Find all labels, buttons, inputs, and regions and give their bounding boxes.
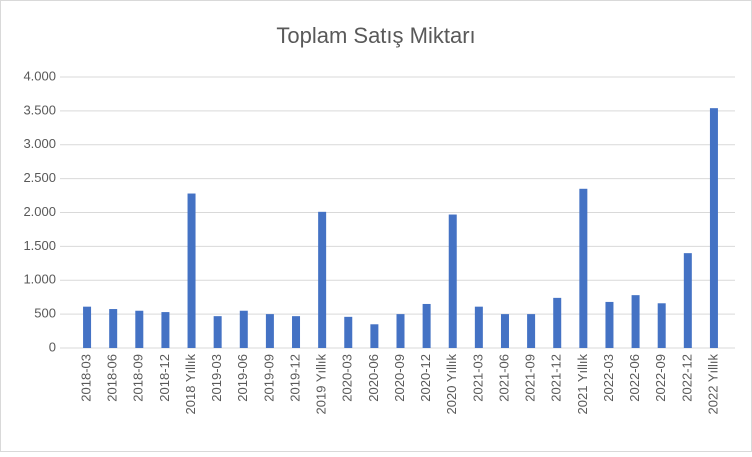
bar [709,108,718,348]
bar [422,303,431,348]
bar [605,301,614,348]
bar [187,193,196,348]
bar [239,310,248,348]
y-tick-label: 3.000 [23,136,56,151]
bar [500,314,509,348]
x-tick-label: 2022-06 [627,354,642,402]
x-tick-label: 2019-03 [209,354,224,402]
x-tick-label: 2021-03 [470,354,485,402]
bar [344,316,353,348]
bar [292,316,301,348]
y-tick-label: 1.000 [23,272,56,287]
x-tick-label: 2018-12 [157,354,172,402]
x-tick-label: 2022-09 [653,354,668,402]
x-tick-label: 2018-03 [78,354,93,402]
bar [135,310,144,348]
bar [683,253,692,348]
x-tick-label: 2020 Yıllık [444,354,459,415]
bar [109,309,118,348]
x-tick-label: 2021-12 [549,354,564,402]
x-tick-label: 2019 Yıllık [314,354,329,415]
x-tick-label: 2020-09 [392,354,407,402]
x-tick-label: 2020-06 [366,354,381,402]
chart-title: Toplam Satış Miktarı [276,23,475,48]
x-tick-label: 2022 Yıllık [705,354,720,415]
x-tick-label: 2019-12 [287,354,302,402]
bar [474,306,483,348]
x-tick-label: 2018-06 [105,354,120,402]
bar [370,324,379,348]
y-tick-label: 0 [49,339,56,354]
x-tick-label: 2022-03 [601,354,616,402]
bar [265,314,274,348]
x-tick-label: 2022-12 [679,354,694,402]
y-tick-label: 1.500 [23,238,56,253]
bar [83,306,92,348]
bar [213,316,222,348]
bar [553,297,562,348]
bar [448,214,457,348]
x-tick-label: 2021-06 [496,354,511,402]
y-tick-label: 3.500 [23,102,56,117]
bar [396,314,405,348]
x-tick-label: 2021 Yıllık [575,354,590,415]
x-tick-label: 2020-03 [340,354,355,402]
y-tick-label: 2.000 [23,204,56,219]
bar [631,295,640,348]
x-tick-label: 2020-12 [418,354,433,402]
x-tick-label: 2019-09 [261,354,276,402]
bar [318,211,327,348]
y-tick-label: 500 [34,306,56,321]
bar [657,303,666,348]
x-tick-label: 2018-09 [131,354,146,402]
bar [527,314,536,348]
x-tick-label: 2018 Yıllık [183,354,198,415]
y-tick-label: 4.000 [23,68,56,83]
bar [161,312,170,348]
bar [579,188,588,348]
x-tick-label: 2019-06 [235,354,250,402]
x-tick-label: 2021-09 [523,354,538,402]
y-tick-label: 2.500 [23,170,56,185]
